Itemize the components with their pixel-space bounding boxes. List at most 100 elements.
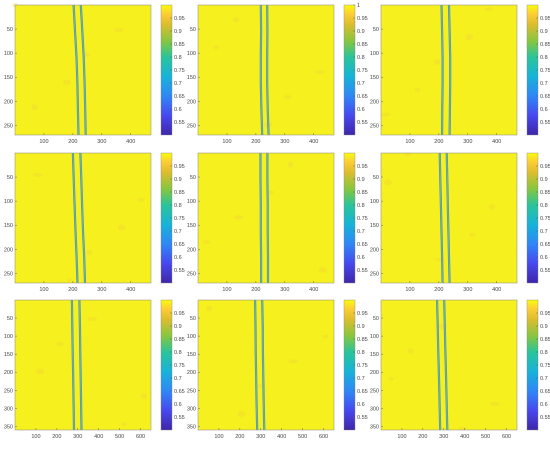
- crack-right-halo: [80, 4, 86, 136]
- y-tick-label: 50: [7, 27, 13, 33]
- y-tick-label: 150: [370, 75, 379, 81]
- y-tick-label: 50: [190, 175, 196, 181]
- y-tick-label: 300: [4, 406, 13, 412]
- noise-speck: [288, 359, 299, 364]
- y-tick-label: 250: [4, 271, 13, 277]
- crack-left-halo: [72, 152, 78, 284]
- panel-r1c1: 50 100 150 200 250 100 200 300 400 0.95 0.9 0.85 0.8…: [4, 3, 185, 145]
- colorbar-tick-label: 0.95: [540, 16, 550, 22]
- noise-speck: [465, 34, 474, 41]
- y-tick-label: 150: [187, 223, 196, 229]
- noise-speck: [267, 190, 274, 195]
- x-tick-label: 300: [463, 287, 472, 293]
- y-tick-label: 150: [4, 223, 13, 229]
- x-tick-label: 600: [319, 434, 328, 440]
- colorbar-tick-label: 0.6: [174, 255, 182, 261]
- colorbar-tick-label: 0.6: [540, 255, 548, 261]
- colorbar-tick-label: 0.85: [174, 337, 185, 343]
- x-tick-label: 400: [309, 139, 318, 145]
- y-tick-label: 250: [4, 123, 13, 129]
- panel-r1c2: 50 100 150 200 250 100 200 300 400 1 0.95 0.9 0.85 0.…: [187, 3, 368, 145]
- y-tick-label: 200: [370, 370, 379, 376]
- colorbar-tick-label: 0.6: [174, 402, 182, 408]
- y-tick-label: 50: [373, 175, 379, 181]
- colorbar-tick-label: 0.85: [540, 42, 550, 48]
- x-tick-label: 200: [418, 434, 427, 440]
- noise-speck: [469, 232, 476, 237]
- x-tick-label: 200: [434, 139, 443, 145]
- x-tick-label: 200: [235, 434, 244, 440]
- x-tick-label: 200: [434, 287, 443, 293]
- noise-speck: [384, 179, 393, 186]
- noise-speck: [322, 334, 329, 339]
- colorbar-tick-label: 0.7: [357, 81, 365, 87]
- crack-right-halo: [443, 299, 448, 431]
- axes-frame: [14, 152, 152, 284]
- x-tick-label: 600: [502, 434, 511, 440]
- x-tick-label: 200: [52, 434, 61, 440]
- colorbar-tick-label: 0.95: [357, 16, 368, 22]
- colorbar-tick-label: 0.95: [540, 311, 550, 317]
- panel-r2c2: 50 100 150 200 250 100 200 300 400 0.95 0.9 0.85 0.8…: [187, 152, 368, 293]
- colorbar-tick-label: 0.55: [357, 415, 368, 421]
- x-tick-label: 400: [126, 287, 135, 293]
- y-tick-label: 250: [187, 388, 196, 394]
- colorbar-tick-label: 0.85: [357, 190, 368, 196]
- noise-speck: [31, 104, 38, 111]
- colorbar-tick-label: 0.95: [174, 16, 185, 22]
- colorbar-tick-label: 0.75: [174, 363, 185, 369]
- colorbar-tick-label: 0.8: [174, 203, 182, 209]
- colorbar-tick-label: 0.7: [540, 229, 548, 235]
- x-tick-label: 100: [39, 287, 48, 293]
- colorbar-tick-label: 0.9: [174, 177, 182, 183]
- x-tick-label: 400: [492, 287, 501, 293]
- y-tick-label: 100: [187, 334, 196, 340]
- y-tick-label: 50: [190, 316, 196, 322]
- heatmap-field: [198, 5, 334, 135]
- crack-left-halo: [436, 299, 441, 431]
- y-tick-label: 150: [370, 223, 379, 229]
- colorbar-tick-label: 0.55: [357, 120, 368, 126]
- heatmap-field: [198, 153, 334, 283]
- y-tick-label: 200: [187, 99, 196, 105]
- colorbar-tick-label: 0.95: [540, 164, 550, 170]
- y-tick-label: 150: [187, 352, 196, 358]
- colorbar-tick-label: 0.7: [540, 376, 548, 382]
- y-tick-label: 250: [370, 388, 379, 394]
- noise-speck: [434, 58, 441, 65]
- y-tick-label: 350: [370, 424, 379, 430]
- colorbar-tick-label: 0.8: [174, 350, 182, 356]
- x-tick-label: 300: [463, 139, 472, 145]
- colorbar-tick-label: 0.8: [540, 350, 548, 356]
- crack-left-halo: [254, 299, 258, 431]
- noise-speck: [283, 95, 292, 100]
- noise-speck: [484, 7, 493, 12]
- colorbar-tick-label: 0.7: [174, 81, 182, 87]
- crack-right-halo: [79, 299, 82, 431]
- x-tick-label: 400: [126, 139, 135, 145]
- colorbar-tick-label: 1: [357, 3, 360, 9]
- heatmap-field: [15, 300, 151, 430]
- colorbar-tick-label: 0.8: [540, 203, 548, 209]
- crack-right-halo: [266, 4, 269, 136]
- x-tick-label: 400: [460, 434, 469, 440]
- crack-left-halo: [439, 152, 443, 284]
- y-tick-label: 100: [370, 334, 379, 340]
- y-tick-label: 200: [4, 370, 13, 376]
- colorbar-tick-label: 0.8: [357, 203, 365, 209]
- crack-left-halo: [441, 4, 443, 136]
- x-tick-label: 100: [39, 139, 48, 145]
- x-tick-label: 400: [94, 434, 103, 440]
- y-tick-label: 250: [4, 388, 13, 394]
- panel-r1c3: 50 100 150 200 250 100 200 300 400 0.95 0.9 0.85 0.8…: [370, 4, 550, 145]
- noise-speck: [434, 257, 445, 262]
- colorbar-tick-label: 0.65: [174, 389, 185, 395]
- colorbar-tick-label: 0.85: [357, 42, 368, 48]
- colorbar-tick-label: 0.75: [174, 68, 185, 74]
- y-tick-label: 250: [187, 123, 196, 129]
- y-tick-label: 50: [190, 27, 196, 33]
- colorbar-tick-label: 0.95: [357, 311, 368, 317]
- colorbar-tick-label: 0.9: [174, 29, 182, 35]
- colorbar-tick-label: 0.6: [357, 402, 365, 408]
- panel-r3c2: 50 100 150 200 250 300 350 100 200 300 400 500 600 0.…: [187, 299, 368, 440]
